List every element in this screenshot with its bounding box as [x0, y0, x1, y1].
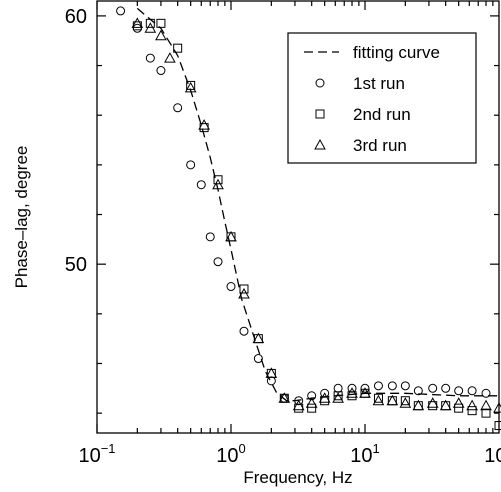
square-point — [400, 396, 410, 406]
square-point — [213, 175, 223, 185]
square-point — [373, 393, 383, 403]
circle-point — [373, 381, 383, 391]
legend-label: 3rd run — [353, 136, 407, 155]
legend-label: fitting curve — [353, 43, 440, 62]
x-tick-label-base: 10 — [484, 445, 501, 467]
triangle-point — [164, 52, 176, 63]
triangle-point — [212, 178, 224, 190]
triangle-point — [386, 394, 399, 406]
circle-point — [253, 354, 263, 364]
square-point — [173, 43, 183, 53]
square-point — [467, 406, 477, 416]
legend-label: 1st run — [353, 74, 405, 93]
circle-point — [333, 383, 343, 393]
triangle-point — [332, 392, 344, 403]
triangle-point — [412, 399, 425, 411]
circle-point — [116, 6, 126, 16]
y-tick-label: 50 — [65, 254, 87, 276]
x-axis-title: Frequency, Hz — [243, 468, 352, 487]
circle-point — [196, 180, 206, 190]
triangle-point — [198, 119, 210, 130]
x-tick-label-base: 10 — [78, 445, 100, 467]
circle-point — [387, 381, 397, 391]
x-tick-label: 101 — [350, 441, 379, 467]
triangle-point — [346, 387, 358, 398]
ticks-layer: 10−11001011025060 — [65, 1, 501, 467]
circle-point — [400, 381, 410, 391]
square-point — [239, 284, 249, 294]
triangle-point — [238, 287, 250, 299]
x-tick-label-exponent: 0 — [239, 441, 246, 456]
x-tick-label-base: 10 — [216, 445, 238, 467]
circle-point — [320, 388, 330, 398]
triangle-point — [305, 397, 318, 408]
square-point — [494, 421, 501, 431]
x-tick-label: 100 — [216, 441, 245, 467]
circle-point — [428, 383, 438, 393]
circle-point — [294, 396, 304, 406]
triangle-point — [252, 332, 265, 344]
square-point — [186, 80, 196, 90]
square-point — [156, 18, 166, 28]
circle-point — [145, 53, 155, 63]
circle-point — [266, 376, 276, 386]
circle-point — [347, 383, 357, 393]
triangle-point — [292, 399, 305, 411]
legend-label: 2nd run — [353, 105, 411, 124]
triangle-point — [480, 399, 492, 411]
markers-layer — [116, 6, 501, 431]
x-tick-label-base: 10 — [350, 445, 372, 467]
triangle-point — [144, 22, 157, 33]
triangle-point — [225, 230, 237, 242]
circle-point — [132, 23, 142, 33]
circle-point — [467, 386, 477, 396]
triangle-point — [318, 392, 331, 403]
circle-point — [413, 386, 423, 396]
circle-point — [239, 326, 249, 336]
legend-swatch-circle — [315, 78, 325, 88]
square-point — [481, 408, 491, 418]
x-tick-label-exponent: 1 — [373, 441, 380, 456]
circle-point — [481, 388, 491, 398]
square-point — [145, 18, 155, 28]
triangle-point — [131, 17, 144, 28]
legend-swatch-square — [315, 109, 325, 119]
square-point — [307, 403, 317, 413]
circle-point — [213, 257, 223, 267]
x-tick-label: 102 — [484, 441, 501, 467]
square-point — [333, 391, 343, 401]
y-tick-label: 60 — [65, 6, 87, 28]
circle-point — [454, 386, 464, 396]
circle-point — [307, 391, 317, 401]
triangle-point — [278, 392, 291, 403]
triangle-point — [399, 397, 412, 408]
circle-point — [226, 282, 236, 292]
circle-point — [186, 160, 196, 170]
triangle-point — [493, 402, 501, 413]
triangle-point — [439, 399, 452, 411]
circle-point — [205, 232, 215, 242]
plot-frame — [96, 0, 500, 434]
triangle-point — [426, 397, 439, 408]
triangle-point — [372, 394, 385, 406]
triangle-point — [265, 367, 278, 378]
x-tick-label-exponent: −1 — [101, 441, 116, 456]
circle-point — [156, 66, 166, 76]
triangle-point — [466, 399, 478, 411]
triangle-point — [155, 29, 167, 41]
triangle-point — [184, 81, 197, 93]
circle-point — [173, 103, 183, 113]
triangle-point — [452, 397, 465, 408]
legend-swatch-triangle — [314, 138, 326, 150]
x-tick-label: 10−1 — [78, 441, 115, 467]
circle-point — [441, 383, 451, 393]
y-axis-title: Phase–lag, degree — [12, 146, 31, 289]
square-point — [454, 403, 464, 413]
triangle-point — [359, 387, 371, 398]
circle-point — [360, 383, 370, 393]
legend: fitting curve 1st run 2nd run 3rd run — [287, 32, 477, 164]
